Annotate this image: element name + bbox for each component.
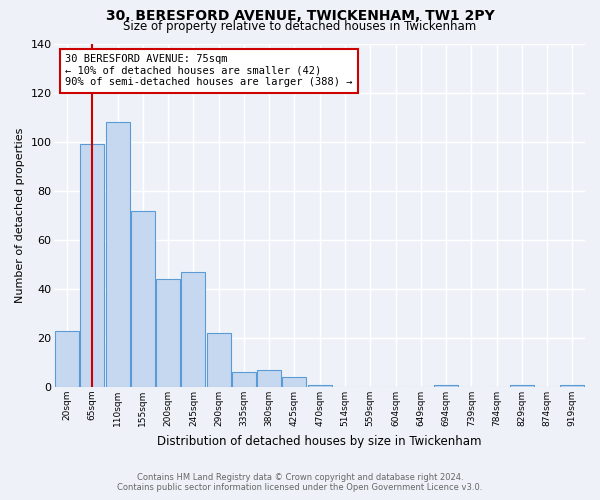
Bar — [434, 384, 458, 387]
Bar — [106, 122, 130, 387]
Bar — [308, 384, 332, 387]
Bar — [283, 377, 307, 387]
Text: Contains HM Land Registry data © Crown copyright and database right 2024.
Contai: Contains HM Land Registry data © Crown c… — [118, 473, 482, 492]
Text: 30, BERESFORD AVENUE, TWICKENHAM, TW1 2PY: 30, BERESFORD AVENUE, TWICKENHAM, TW1 2P… — [106, 9, 494, 23]
Bar — [510, 384, 534, 387]
Bar — [80, 144, 104, 387]
Bar — [55, 330, 79, 387]
Bar — [232, 372, 256, 387]
Bar — [181, 272, 205, 387]
Text: Size of property relative to detached houses in Twickenham: Size of property relative to detached ho… — [124, 20, 476, 33]
X-axis label: Distribution of detached houses by size in Twickenham: Distribution of detached houses by size … — [157, 434, 482, 448]
Bar — [131, 210, 155, 387]
Y-axis label: Number of detached properties: Number of detached properties — [15, 128, 25, 303]
Bar — [257, 370, 281, 387]
Bar — [206, 333, 230, 387]
Bar — [156, 279, 180, 387]
Text: 30 BERESFORD AVENUE: 75sqm
← 10% of detached houses are smaller (42)
90% of semi: 30 BERESFORD AVENUE: 75sqm ← 10% of deta… — [65, 54, 353, 88]
Bar — [560, 384, 584, 387]
